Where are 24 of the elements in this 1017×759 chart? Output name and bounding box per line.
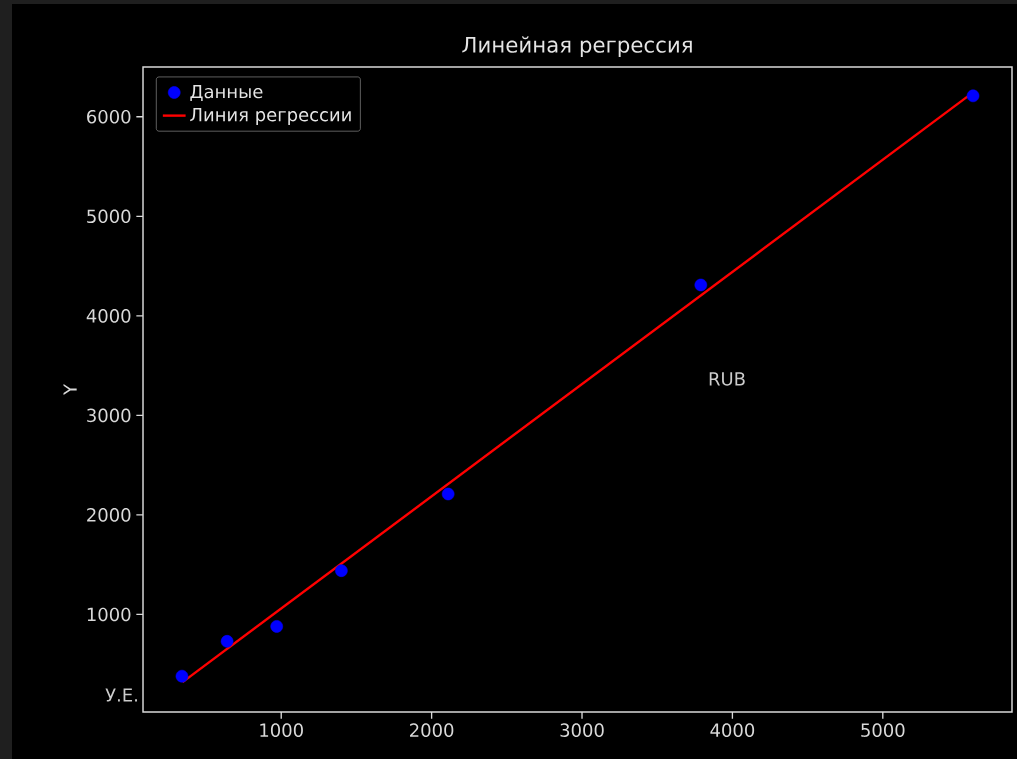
point — [441, 487, 455, 501]
y-tick-label: 2000 — [87, 508, 131, 522]
legend-label: Данные — [190, 84, 263, 101]
x-tick-label: 2000 — [410, 723, 454, 737]
y-tick-label: 4000 — [86, 309, 131, 323]
y-tick-label: 3000 — [87, 408, 131, 423]
y-tick-label: 5000 — [87, 209, 131, 224]
x-tick-label: 5000 — [861, 723, 905, 737]
point — [270, 620, 283, 633]
x-tick-label: 1000 — [260, 723, 303, 737]
x-tick-label: 4000 — [710, 723, 755, 737]
point — [966, 89, 980, 103]
point — [175, 669, 189, 683]
point — [220, 635, 234, 648]
point — [335, 564, 348, 577]
text: У.Е. — [105, 688, 137, 702]
legend-label: Линия регрессии — [190, 108, 351, 125]
point — [694, 278, 708, 292]
chart-title: Линейная регрессия — [462, 36, 692, 57]
x-tick-label: 3000 — [560, 723, 604, 737]
y-tick-label: 1000 — [87, 607, 131, 622]
y-tick-label: 6000 — [87, 109, 131, 124]
annotation: RUB — [709, 372, 745, 386]
y-axis-title: Y — [63, 383, 77, 396]
